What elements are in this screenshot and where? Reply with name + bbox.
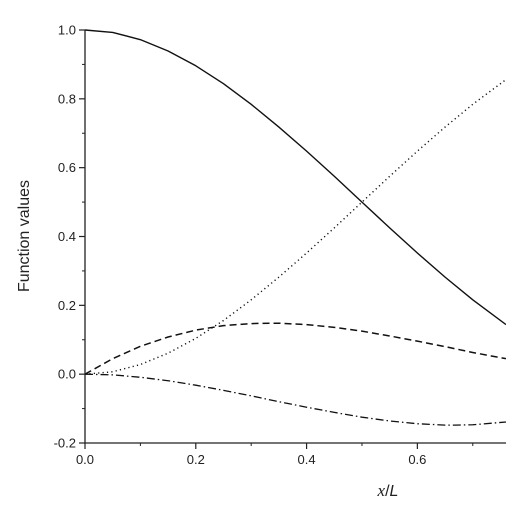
x-tick-label: 0.0 [76,452,94,467]
x-tick-label: 0.4 [298,452,316,467]
y-tick-label: 1.0 [58,23,76,38]
x-tick-label: 0.6 [408,452,426,467]
y-tick-label: 0.8 [58,91,76,106]
x-tick-label: 0.2 [187,452,205,467]
x-axis-label: x/L [377,481,399,500]
x-axis-label-var: x [377,481,386,500]
y-axis-label: Function values [16,180,33,292]
x-ticks: 0.0 0.2 0.4 0.6 [76,443,474,467]
y-tick-label: -0.2 [54,436,76,451]
x-axis-label-sep: / [385,483,390,500]
y-tick-label: 0.0 [58,367,76,382]
y-ticks: -0.2 0.0 0.2 0.4 0.6 0.8 1.0 [54,23,85,451]
series-line-solid [84,29,506,326]
y-tick-label: 0.4 [58,229,76,244]
series-line-dashed [84,322,506,375]
series-line-dashdot [84,373,506,426]
series-line-dotted [84,78,506,375]
y-tick-label: 0.2 [58,298,76,313]
axes: -0.20.00.20.40.60.81.0 0.0 0.2 0.4 0.6 [54,23,506,467]
y-tick-label: 0.6 [58,160,76,175]
x-axis-label-den: L [390,483,399,500]
plot-series [84,29,506,426]
